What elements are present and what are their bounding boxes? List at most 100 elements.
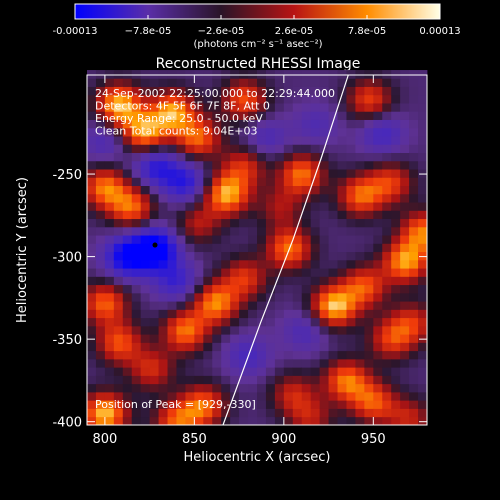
- heatmap-cell: [221, 185, 231, 195]
- heatmap-cell: [346, 144, 356, 153]
- heatmap-cell: [167, 350, 177, 360]
- heatmap-cell: [292, 416, 303, 426]
- heatmap-cell: [373, 144, 383, 153]
- heatmap-cell: [418, 160, 428, 170]
- x-axis-label: Heliocentric X (arcsec): [184, 450, 331, 465]
- heatmap-cell: [346, 334, 356, 343]
- heatmap-cell: [346, 325, 356, 335]
- heatmap-cell: [346, 210, 356, 220]
- heatmap-cell: [167, 251, 177, 261]
- heatmap-cell: [373, 226, 383, 236]
- heatmap-cell: [248, 70, 258, 79]
- heatmap-cell: [391, 152, 401, 162]
- heatmap-cell: [265, 70, 276, 79]
- heatmap-cell: [131, 144, 142, 153]
- heatmap-cell: [328, 226, 338, 236]
- heatmap-cell: [274, 276, 285, 286]
- heatmap-cell: [230, 144, 240, 153]
- heatmap-cell: [346, 317, 356, 327]
- heatmap-cell: [131, 383, 142, 393]
- heatmap-cell: [274, 259, 285, 269]
- heatmap-cell: [212, 342, 222, 352]
- heatmap-cell: [391, 210, 401, 220]
- heatmap-cell: [158, 317, 168, 327]
- heatmap-cell: [203, 408, 213, 418]
- heatmap-cell: [382, 309, 392, 319]
- heatmap-cell: [418, 152, 428, 162]
- heatmap-cell: [131, 226, 142, 236]
- heatmap-cell: [230, 218, 240, 228]
- heatmap-cell: [158, 202, 168, 211]
- heatmap-cell: [292, 367, 303, 376]
- heatmap-cell: [149, 235, 159, 244]
- heatmap-cell: [301, 127, 312, 137]
- heatmap-cell: [364, 342, 374, 352]
- heatmap-cell: [248, 276, 258, 286]
- heatmap-cell: [203, 177, 213, 187]
- heatmap-cell: [257, 391, 267, 401]
- heatmap-cell: [301, 251, 312, 261]
- heatmap-cell: [364, 226, 374, 236]
- heatmap-cell: [382, 243, 392, 253]
- heatmap-cell: [301, 202, 312, 211]
- heatmap-cell: [310, 334, 321, 343]
- heatmap-cell: [319, 259, 329, 269]
- heatmap-cell: [364, 119, 374, 129]
- heatmap-cell: [248, 103, 258, 112]
- heatmap-cell: [221, 127, 231, 137]
- heatmap-cell: [283, 119, 294, 129]
- heatmap-cell: [319, 169, 329, 178]
- heatmap-cell: [113, 185, 124, 195]
- x-tick-label: 850: [182, 432, 207, 447]
- heatmap-cell: [391, 160, 401, 170]
- heatmap-cell: [113, 301, 124, 310]
- heatmap-cell: [131, 152, 142, 162]
- heatmap-cell: [310, 325, 321, 335]
- heatmap-cell: [364, 193, 374, 203]
- heatmap-cell: [230, 136, 240, 145]
- heatmap-cell: [203, 193, 213, 203]
- heatmap-cell: [346, 259, 356, 269]
- heatmap-cell: [239, 367, 249, 376]
- heatmap-cell: [158, 226, 168, 236]
- heatmap-cell: [167, 160, 177, 170]
- heatmap-cell: [122, 136, 133, 145]
- heatmap-cell: [337, 193, 347, 203]
- heatmap-cell: [337, 119, 347, 129]
- heatmap-cell: [248, 185, 258, 195]
- heatmap-cell: [418, 193, 428, 203]
- heatmap-cell: [391, 391, 401, 401]
- heatmap-cell: [274, 127, 285, 137]
- heatmap-cell: [194, 334, 204, 343]
- heatmap-cell: [248, 251, 258, 261]
- heatmap-cell: [364, 383, 374, 393]
- heatmap-cell: [95, 301, 106, 310]
- heatmap-cell: [310, 78, 321, 87]
- heatmap-cell: [122, 160, 133, 170]
- heatmap-cell: [113, 383, 124, 393]
- heatmap-cell: [140, 416, 151, 426]
- heatmap-cell: [400, 358, 410, 368]
- minimum-marker: [152, 242, 158, 248]
- heatmap-cell: [418, 400, 428, 409]
- heatmap-cell: [95, 103, 106, 112]
- heatmap-cell: [257, 383, 267, 393]
- heatmap-cell: [239, 383, 249, 393]
- heatmap-cell: [95, 276, 106, 286]
- heatmap-cell: [149, 358, 159, 368]
- heatmap-cell: [95, 119, 106, 129]
- heatmap-cell: [328, 334, 338, 343]
- heatmap-cell: [87, 276, 97, 286]
- heatmap-cell: [319, 334, 329, 343]
- heatmap-cell: [113, 152, 124, 162]
- heatmap-cell: [292, 144, 303, 153]
- heatmap-cell: [292, 301, 303, 310]
- heatmap-cell: [283, 169, 294, 178]
- heatmap-cell: [382, 177, 392, 187]
- heatmap-cell: [355, 111, 365, 120]
- heatmap-cell: [373, 235, 383, 244]
- heatmap-cell: [391, 144, 401, 153]
- heatmap-cell: [131, 375, 142, 385]
- heatmap-cell: [104, 268, 115, 277]
- heatmap-cell: [95, 251, 106, 261]
